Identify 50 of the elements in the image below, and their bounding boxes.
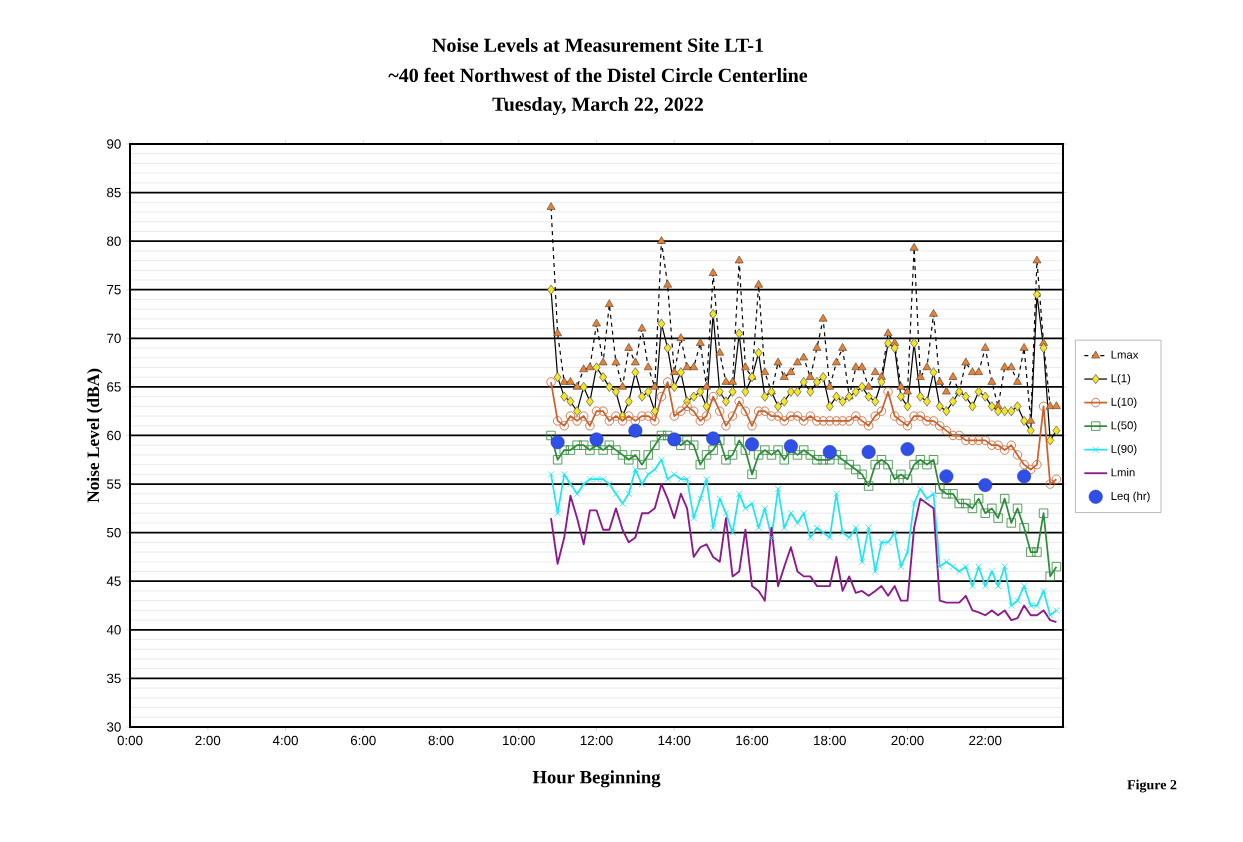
point xyxy=(978,478,993,492)
legend-label: Leq (hr) xyxy=(1111,491,1150,503)
point xyxy=(783,439,798,454)
x-tick-label: 6:00 xyxy=(350,735,376,746)
chart-subtitle: ~40 feet Northwest of the Distel Circle Centerline xyxy=(388,67,808,83)
y-tick-label: 45 xyxy=(106,576,121,586)
y-tick-label: 85 xyxy=(107,187,121,198)
legend-label: L(1) xyxy=(1111,373,1131,385)
legend-label: Lmax xyxy=(1111,350,1139,359)
y-tick-label: 65 xyxy=(107,382,121,392)
x-tick-label: 10:00 xyxy=(503,735,535,746)
point xyxy=(1017,469,1032,484)
x-tick-label: 18:00 xyxy=(814,735,846,746)
x-tick-label: 20:00 xyxy=(891,735,924,746)
text: Tuesday, March 22, 2022 xyxy=(492,96,703,116)
legend-label: L(10) xyxy=(1111,397,1137,409)
x-tick-label: 4:00 xyxy=(272,735,298,746)
x-tick-label: 8:00 xyxy=(428,735,454,746)
point xyxy=(939,469,954,484)
y-tick-label: 75 xyxy=(107,285,121,295)
point xyxy=(745,437,759,452)
point xyxy=(822,445,837,459)
x-tick-label: 2:00 xyxy=(195,735,221,746)
x-tick-label: 14:00 xyxy=(658,735,691,746)
legend-label: Lmin xyxy=(1111,468,1135,477)
y-tick-label: 80 xyxy=(107,236,121,246)
x-tick-label: 16:00 xyxy=(736,735,769,746)
y-tick-label: 35 xyxy=(106,673,121,684)
y-tick-label: 70 xyxy=(107,333,121,344)
x-tick-label: 22:00 xyxy=(969,735,1002,746)
y-tick-label: 40 xyxy=(106,625,121,635)
y-axis-title: Noise Level (dBA) xyxy=(86,368,103,503)
chart-title: Noise Levels at Measurement Site LT-1 xyxy=(432,37,764,53)
point xyxy=(900,442,915,457)
legend-label: L(90) xyxy=(1111,444,1137,456)
point xyxy=(706,431,721,446)
caption: Figure 2 xyxy=(1127,779,1177,793)
y-tick-label: 30 xyxy=(106,722,121,732)
y-tick-label: 50 xyxy=(107,527,121,538)
point xyxy=(861,445,876,459)
point xyxy=(589,432,604,447)
x-axis-title: Hour Beginning xyxy=(532,770,661,788)
y-tick-label: 60 xyxy=(107,430,121,441)
x-tick-label: 12:00 xyxy=(580,735,613,746)
y-tick-label: 90 xyxy=(107,139,121,149)
y-tick-label: 55 xyxy=(107,479,121,489)
point xyxy=(628,423,643,438)
point xyxy=(550,435,565,450)
legend-label: L(50) xyxy=(1111,421,1137,432)
x-tick-label: 0:00 xyxy=(117,735,143,746)
